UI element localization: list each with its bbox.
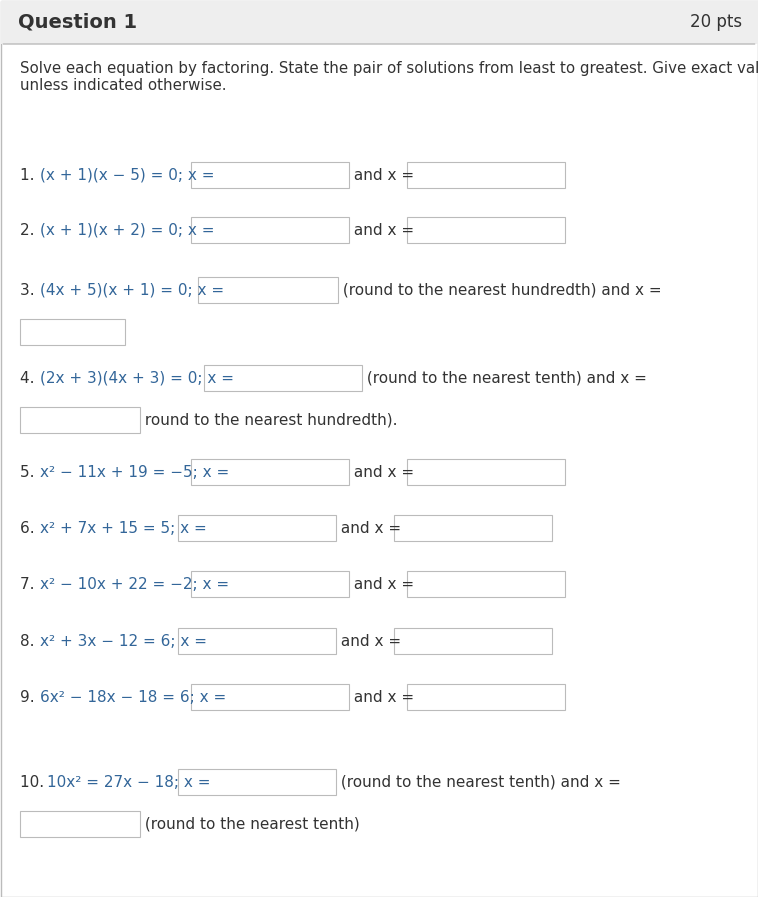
Bar	[178, 628, 336, 654]
Text: and x =: and x =	[349, 222, 419, 238]
Text: and x =: and x =	[349, 465, 419, 480]
Bar	[20, 407, 140, 433]
Text: and x =: and x =	[349, 690, 419, 704]
Text: and x =: and x =	[336, 633, 406, 649]
Text: (round to the nearest tenth) and x =: (round to the nearest tenth) and x =	[362, 370, 647, 386]
Text: 20 pts: 20 pts	[690, 13, 742, 31]
Bar	[1, 1, 757, 44]
Text: x² + 7x + 15 = 5; x =: x² + 7x + 15 = 5; x =	[40, 520, 207, 536]
Text: 6x² − 18x − 18 = 6; x =: 6x² − 18x − 18 = 6; x =	[40, 690, 227, 704]
Text: 6.: 6.	[20, 520, 39, 536]
Text: 4.: 4.	[20, 370, 39, 386]
Text: 8.: 8.	[20, 633, 39, 649]
Text: Solve each equation by factoring. State the pair of solutions from least to grea: Solve each equation by factoring. State …	[20, 60, 758, 75]
Text: round to the nearest hundredth).: round to the nearest hundredth).	[140, 413, 397, 428]
Text: and x =: and x =	[349, 168, 419, 182]
Text: x² − 10x + 22 = −2; x =: x² − 10x + 22 = −2; x =	[40, 577, 230, 591]
Bar	[393, 515, 552, 541]
Bar	[406, 459, 565, 485]
Text: 9.: 9.	[20, 690, 39, 704]
Bar	[204, 365, 362, 391]
Text: (2x + 3)(4x + 3) = 0; x =: (2x + 3)(4x + 3) = 0; x =	[40, 370, 234, 386]
Text: 2.: 2.	[20, 222, 39, 238]
Text: (round to the nearest tenth): (round to the nearest tenth)	[140, 816, 360, 832]
Bar	[191, 459, 349, 485]
Text: and x =: and x =	[336, 520, 406, 536]
Bar	[20, 319, 125, 345]
Bar	[198, 277, 337, 303]
Text: 1.: 1.	[20, 168, 39, 182]
Bar	[406, 162, 565, 188]
Text: (round to the nearest hundredth) and x =: (round to the nearest hundredth) and x =	[337, 283, 661, 298]
Text: 3.: 3.	[20, 283, 39, 298]
Text: (round to the nearest tenth) and x =: (round to the nearest tenth) and x =	[337, 774, 621, 789]
Bar	[191, 162, 349, 188]
Text: and x =: and x =	[349, 577, 419, 591]
Bar	[178, 515, 336, 541]
Text: 10.: 10.	[20, 774, 49, 789]
Bar	[20, 811, 140, 837]
Bar	[191, 571, 349, 597]
Bar	[393, 628, 552, 654]
Text: 7.: 7.	[20, 577, 39, 591]
Bar	[406, 684, 565, 710]
Bar	[406, 571, 565, 597]
Bar	[191, 684, 349, 710]
Text: (x + 1)(x − 5) = 0; x =: (x + 1)(x − 5) = 0; x =	[40, 168, 215, 182]
Text: (4x + 5)(x + 1) = 0; x =: (4x + 5)(x + 1) = 0; x =	[40, 283, 224, 298]
Text: unless indicated otherwise.: unless indicated otherwise.	[20, 77, 227, 92]
Text: (x + 1)(x + 2) = 0; x =: (x + 1)(x + 2) = 0; x =	[40, 222, 215, 238]
Text: x² + 3x − 12 = 6; x =: x² + 3x − 12 = 6; x =	[40, 633, 208, 649]
Text: 10x² = 27x − 18; x =: 10x² = 27x − 18; x =	[47, 774, 211, 789]
Bar	[178, 769, 337, 795]
Bar	[191, 217, 349, 243]
Bar	[406, 217, 565, 243]
Text: Question 1: Question 1	[18, 13, 137, 31]
Text: 5.: 5.	[20, 465, 39, 480]
Text: x² − 11x + 19 = −5; x =: x² − 11x + 19 = −5; x =	[40, 465, 230, 480]
